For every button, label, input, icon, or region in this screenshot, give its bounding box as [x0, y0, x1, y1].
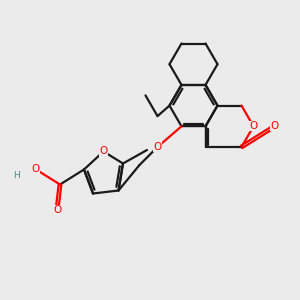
Text: O: O — [53, 205, 61, 215]
Text: H: H — [13, 171, 20, 180]
Text: O: O — [32, 164, 40, 175]
Text: O: O — [99, 146, 108, 157]
Text: O: O — [270, 121, 279, 131]
Text: O: O — [249, 121, 258, 131]
Text: O: O — [153, 142, 162, 152]
